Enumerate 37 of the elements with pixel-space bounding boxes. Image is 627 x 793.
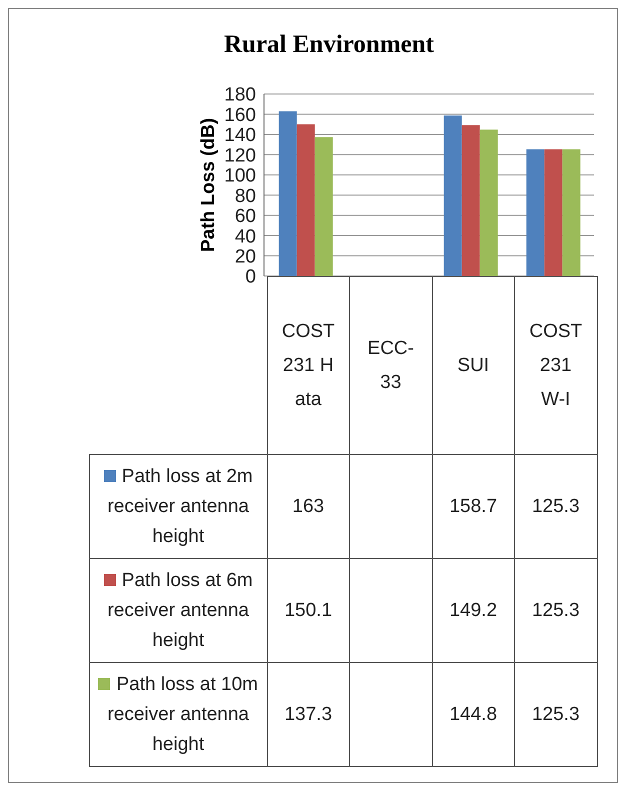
data-label: 149.2 [432, 558, 514, 662]
bar [314, 137, 333, 276]
data-label: 144.8 [432, 662, 514, 766]
y-tick-label: 100 [224, 166, 256, 187]
bar [462, 125, 480, 276]
bar [562, 149, 580, 276]
y-tick-label: 140 [224, 125, 256, 146]
x-tick-label: COST 231 W-I [514, 276, 597, 454]
bar [480, 130, 498, 276]
x-tick-label: SUI [432, 276, 514, 454]
y-tick-label: 80 [234, 186, 256, 207]
data-label: 137.3 [267, 662, 350, 766]
y-tick-label: 40 [234, 226, 256, 248]
y-tick-label: 60 [234, 206, 256, 228]
x-tick-label: COST 231 Hata [267, 276, 350, 454]
data-label: 125.3 [514, 558, 597, 662]
legend-label: Path loss at 10m receiver antenna height [90, 662, 267, 766]
y-tick-label: 180 [224, 84, 256, 106]
data-label: 158.7 [432, 454, 514, 558]
y-axis-title: Path Loss (dB) [198, 118, 220, 252]
bar [296, 124, 315, 276]
bar [526, 149, 544, 276]
y-tick-label: 20 [234, 246, 256, 268]
data-label: 163 [267, 454, 350, 558]
x-tick-label: ECC-33 [350, 276, 432, 454]
bar [278, 111, 297, 276]
y-tick-label: 120 [224, 145, 256, 166]
chart-title: Rural Environment [223, 31, 435, 59]
data-label: 150.1 [267, 558, 350, 662]
legend-label: Path loss at 6m receiver antenna height [90, 558, 267, 662]
data-label: 125.3 [514, 454, 597, 558]
bar [444, 116, 462, 276]
legend-label: Path loss at 2m receiver antenna height [90, 454, 267, 558]
data-label: 125.3 [514, 662, 597, 766]
y-tick-label: 160 [224, 104, 256, 126]
y-tick-label: 0 [245, 266, 256, 288]
bar [544, 149, 562, 276]
